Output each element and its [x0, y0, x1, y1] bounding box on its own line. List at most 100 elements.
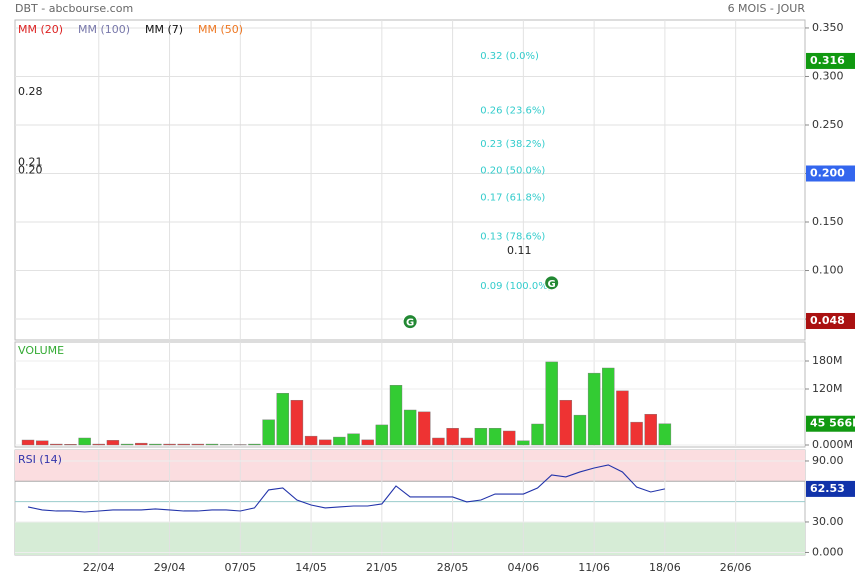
volume-bar: [149, 443, 162, 446]
x-tick-label: 29/04: [154, 561, 186, 574]
x-tick-label: 07/05: [224, 561, 256, 574]
volume-bar: [389, 385, 403, 446]
volume-bar: [333, 436, 346, 446]
level-label: 0.28: [18, 85, 43, 98]
y-tick-label: 0.300: [812, 69, 844, 82]
volume-bar: [602, 367, 615, 446]
volume-bar: [503, 430, 516, 446]
signal-marker: [402, 314, 418, 330]
y-tick-label: 0.150: [812, 215, 844, 228]
value-box-label: 0.048: [810, 314, 845, 327]
oversold-band: [15, 521, 805, 555]
volume-bar: [35, 440, 49, 446]
value-box: [806, 415, 855, 432]
value-box: [806, 312, 855, 329]
chart-subtitle: 6 MOIS - JOUR: [728, 2, 806, 15]
volume-bar: [375, 424, 389, 446]
volume-bar: [290, 399, 304, 446]
volume-bar: [21, 439, 35, 446]
volume-bar: [347, 433, 360, 446]
panel-title: RSI (14): [18, 453, 62, 466]
value-box-label: 62.53: [810, 482, 845, 495]
volume-bar: [559, 399, 573, 446]
signal-label: G: [406, 318, 414, 329]
y-tick-label: 180M: [812, 354, 843, 367]
x-tick-label: 04/06: [508, 561, 540, 574]
signal-label: G: [548, 279, 556, 290]
volume-bar: [573, 414, 587, 446]
volume-bar: [531, 423, 544, 446]
chart-title: DBT - abcbourse.com: [15, 2, 133, 15]
overbought-band: [15, 450, 805, 482]
volume-bar: [163, 443, 176, 446]
fib-label: 0.17 (61.8%): [480, 193, 545, 204]
value-box: [806, 165, 855, 182]
volume-bar: [205, 443, 219, 446]
x-tick-label: 28/05: [437, 561, 469, 574]
volume-bar: [135, 442, 148, 446]
fib-label: 0.09 (100.0%): [480, 281, 551, 292]
x-tick-label: 11/06: [578, 561, 610, 574]
volume-bar: [361, 439, 374, 446]
legend-item: MM (50): [198, 23, 243, 36]
y-tick-label: 0.000M: [812, 438, 853, 451]
fib-label: 0.26 (23.6%): [480, 105, 545, 116]
volume-bar: [78, 437, 91, 446]
volume-bar: [488, 427, 502, 446]
legend-item: MM (7): [145, 23, 183, 36]
value-box-label: 45 566K: [810, 417, 855, 430]
volume-bar: [319, 439, 332, 446]
volume-bar: [446, 427, 459, 446]
rsi-line: [27, 464, 666, 513]
fib-label: 0.20 (50.0%): [480, 165, 545, 176]
level-label: 0.20: [18, 163, 43, 176]
volume-bar: [587, 372, 601, 446]
x-tick-label: 26/06: [720, 561, 752, 574]
volume-bar: [616, 390, 629, 446]
y-tick-label: 0.350: [812, 21, 844, 34]
y-tick-label: 30.00: [812, 515, 844, 528]
volume-bar: [418, 411, 431, 446]
volume-bar: [432, 437, 445, 446]
volume-bar: [64, 444, 77, 446]
x-tick-label: 18/06: [649, 561, 681, 574]
x-tick-label: 21/05: [366, 561, 398, 574]
volume-bar: [658, 423, 672, 446]
y-tick-label: 0.100: [812, 264, 844, 277]
volume-bar: [177, 443, 190, 446]
volume-bar: [304, 435, 318, 446]
value-box: [806, 52, 855, 69]
volume-bar: [517, 440, 530, 446]
volume-bar: [50, 443, 63, 446]
y-tick-label: 0.000: [812, 545, 844, 558]
value-box-label: 0.316: [810, 54, 845, 67]
volume-bar: [276, 392, 289, 446]
panel: [14, 19, 806, 341]
y-tick-label: 0.250: [812, 118, 844, 131]
value-box-label: 0.200: [810, 166, 845, 179]
volume-bar: [403, 409, 417, 446]
volume-bar: [460, 437, 473, 446]
panel-title: VOLUME: [18, 344, 64, 357]
y-tick-label: 120M: [812, 382, 843, 395]
volume-bar: [106, 440, 120, 446]
y-tick-label: 90.00: [812, 454, 844, 467]
volume-bar: [630, 421, 643, 446]
value-box: [806, 480, 855, 497]
signal-marker: [544, 275, 560, 291]
volume-bar: [92, 443, 105, 446]
volume-bar: [120, 443, 134, 446]
x-tick-label: 14/05: [295, 561, 327, 574]
x-tick-label: 22/04: [83, 561, 115, 574]
fib-label: 0.13 (78.6%): [480, 231, 545, 242]
fib-label: 0.32 (0.0%): [480, 51, 539, 62]
legend-item: MM (100): [78, 23, 130, 36]
level-label: 0.21: [18, 156, 43, 169]
volume-bar: [248, 443, 261, 446]
volume-bar: [644, 413, 657, 446]
volume-bar: [545, 361, 558, 446]
volume-bar: [262, 419, 275, 446]
volume-bar: [474, 427, 488, 446]
volume-bar: [191, 443, 205, 446]
